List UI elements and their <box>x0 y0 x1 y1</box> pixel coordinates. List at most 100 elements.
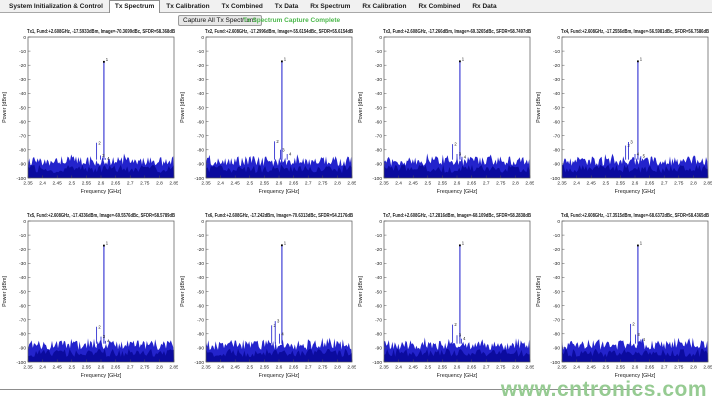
datatip-label: 1 <box>462 240 465 245</box>
y-tick-label: -60 <box>375 303 382 309</box>
y-tick-label: -70 <box>19 134 26 140</box>
y-tick-label: -90 <box>375 162 382 168</box>
datatip-label: 2 <box>98 140 101 145</box>
tab-tx-calibration[interactable]: Tx Calibration <box>166 3 210 10</box>
y-tick-label: -60 <box>553 119 560 125</box>
tab-rx-calibration[interactable]: Rx Calibration <box>362 3 407 10</box>
x-tick-label: 2.8 <box>512 365 519 371</box>
y-tick-label: -100 <box>550 360 560 366</box>
x-tick-label: 2.85 <box>525 181 534 187</box>
datatip-label: 4 <box>643 337 646 342</box>
y-tick-label: -90 <box>19 162 26 168</box>
x-tick-label: 2.35 <box>201 181 211 187</box>
y-tick-label: -30 <box>375 261 382 267</box>
spectrum-canvas-tx8: Tx8, Fund:+2.608GHz, -17.3515dBm, Image=… <box>536 213 712 379</box>
spectrum-canvas-tx2: Tx2, Fund:+2.608GHz, -17.2996dBm, Image=… <box>180 29 356 195</box>
y-tick-label: 0 <box>379 219 382 225</box>
x-tick-label: 2.8 <box>512 181 519 187</box>
spectrum-plot-tx2: Tx2, Fund:+2.608GHz, -17.2996dBm, Image=… <box>178 27 356 211</box>
tab-tx-data[interactable]: Tx Data <box>274 3 299 10</box>
x-tick-label: 2.45 <box>409 365 419 371</box>
y-tick-label: -20 <box>375 63 382 69</box>
y-tick-label: -60 <box>19 119 26 125</box>
x-tick-label: 2.65 <box>111 181 121 187</box>
y-tick-label: 0 <box>23 35 26 41</box>
x-axis-label: Frequency [GHz] <box>81 189 122 195</box>
x-tick-label: 2.4 <box>217 181 224 187</box>
datatip-label: 3 <box>102 153 105 158</box>
y-axis-label: Power [dBm] <box>536 276 542 307</box>
y-tick-label: -10 <box>19 49 26 55</box>
y-tick-label: -20 <box>19 63 26 69</box>
x-tick-label: 2.4 <box>39 365 46 371</box>
x-tick-label: 2.85 <box>347 365 356 371</box>
x-tick-label: 2.65 <box>645 181 655 187</box>
x-tick-label: 2.6 <box>276 365 283 371</box>
tab-rx-combined[interactable]: Rx Combined <box>418 3 461 10</box>
datatip-label: 3 <box>103 334 106 339</box>
y-axis-label: Power [dBm] <box>180 92 186 123</box>
plot-title: Tx4, Fund:+2.608GHz, -17.2556dBm, Image=… <box>561 29 709 35</box>
datatip-label: 4 <box>637 152 640 157</box>
x-tick-label: 2.35 <box>23 181 33 187</box>
y-tick-label: -60 <box>197 119 204 125</box>
x-tick-label: 2.75 <box>674 181 684 187</box>
window-bottom-edge <box>0 389 641 390</box>
tab-rx-spectrum[interactable]: Rx Spectrum <box>310 3 351 10</box>
y-tick-label: -20 <box>553 247 560 253</box>
x-tick-label: 2.35 <box>379 181 389 187</box>
datatip-label: 2 <box>454 322 457 327</box>
y-tick-label: -70 <box>553 134 560 140</box>
x-tick-label: 2.6 <box>98 181 105 187</box>
y-tick-label: -40 <box>553 275 560 281</box>
x-tick-label: 2.35 <box>23 365 33 371</box>
x-tick-label: 2.45 <box>53 365 63 371</box>
tab-tx-combined[interactable]: Tx Combined <box>221 3 263 10</box>
y-tick-label: -10 <box>375 233 382 239</box>
spectrum-plot-tx8: Tx8, Fund:+2.608GHz, -17.3515dBm, Image=… <box>534 211 712 395</box>
x-tick-label: 2.55 <box>438 365 448 371</box>
y-tick-label: 0 <box>201 35 204 41</box>
y-tick-label: 0 <box>379 35 382 41</box>
y-tick-label: -90 <box>197 162 204 168</box>
x-axis-label: Frequency [GHz] <box>615 373 656 379</box>
x-axis-label: Frequency [GHz] <box>259 373 300 379</box>
tab-system-initialization-control[interactable]: System Initialization & Control <box>9 3 103 10</box>
x-tick-label: 2.45 <box>231 181 241 187</box>
y-tick-label: -20 <box>375 247 382 253</box>
y-tick-label: -100 <box>372 360 382 366</box>
y-tick-label: -10 <box>197 49 204 55</box>
y-tick-label: -10 <box>19 233 26 239</box>
y-tick-label: -70 <box>375 318 382 324</box>
x-tick-label: 2.6 <box>98 365 105 371</box>
x-tick-label: 2.8 <box>334 365 341 371</box>
capture-all-tx-spectrums-button[interactable]: Capture All Tx Spectrums <box>178 15 262 26</box>
y-tick-label: -100 <box>550 176 560 182</box>
tab-tx-spectrum[interactable]: Tx Spectrum <box>108 0 161 13</box>
x-tick-label: 2.35 <box>557 181 567 187</box>
y-tick-label: -10 <box>553 233 560 239</box>
toolbar: Capture All Tx Spectrums Tx Spectrum Cap… <box>0 13 712 28</box>
watermark: www.cntronics.com <box>500 378 707 401</box>
y-tick-label: -20 <box>197 247 204 253</box>
x-tick-label: 2.75 <box>496 365 506 371</box>
y-tick-label: -10 <box>553 49 560 55</box>
y-tick-label: -70 <box>19 318 26 324</box>
y-tick-label: -100 <box>372 176 382 182</box>
y-tick-label: -50 <box>553 105 560 111</box>
x-tick-label: 2.55 <box>82 365 92 371</box>
x-tick-label: 2.85 <box>169 365 178 371</box>
y-axis-label: Power [dBm] <box>180 276 186 307</box>
x-tick-label: 2.65 <box>111 365 121 371</box>
x-tick-label: 2.55 <box>82 181 92 187</box>
spectrum-plot-tx5: Tx5, Fund:+2.608GHz, -17.4336dBm, Image=… <box>0 211 178 395</box>
spectrum-canvas-tx5: Tx5, Fund:+2.608GHz, -17.4336dBm, Image=… <box>2 213 178 379</box>
y-tick-label: -80 <box>553 148 560 154</box>
datatip-label: 3 <box>282 147 285 152</box>
x-tick-label: 2.4 <box>395 181 402 187</box>
plot-title: Tx7, Fund:+2.608GHz, -17.2816dBm, Image=… <box>383 213 531 219</box>
x-tick-label: 2.6 <box>632 181 639 187</box>
y-tick-label: -60 <box>197 303 204 309</box>
tab-rx-data[interactable]: Rx Data <box>472 3 497 10</box>
x-tick-label: 2.4 <box>395 365 402 371</box>
